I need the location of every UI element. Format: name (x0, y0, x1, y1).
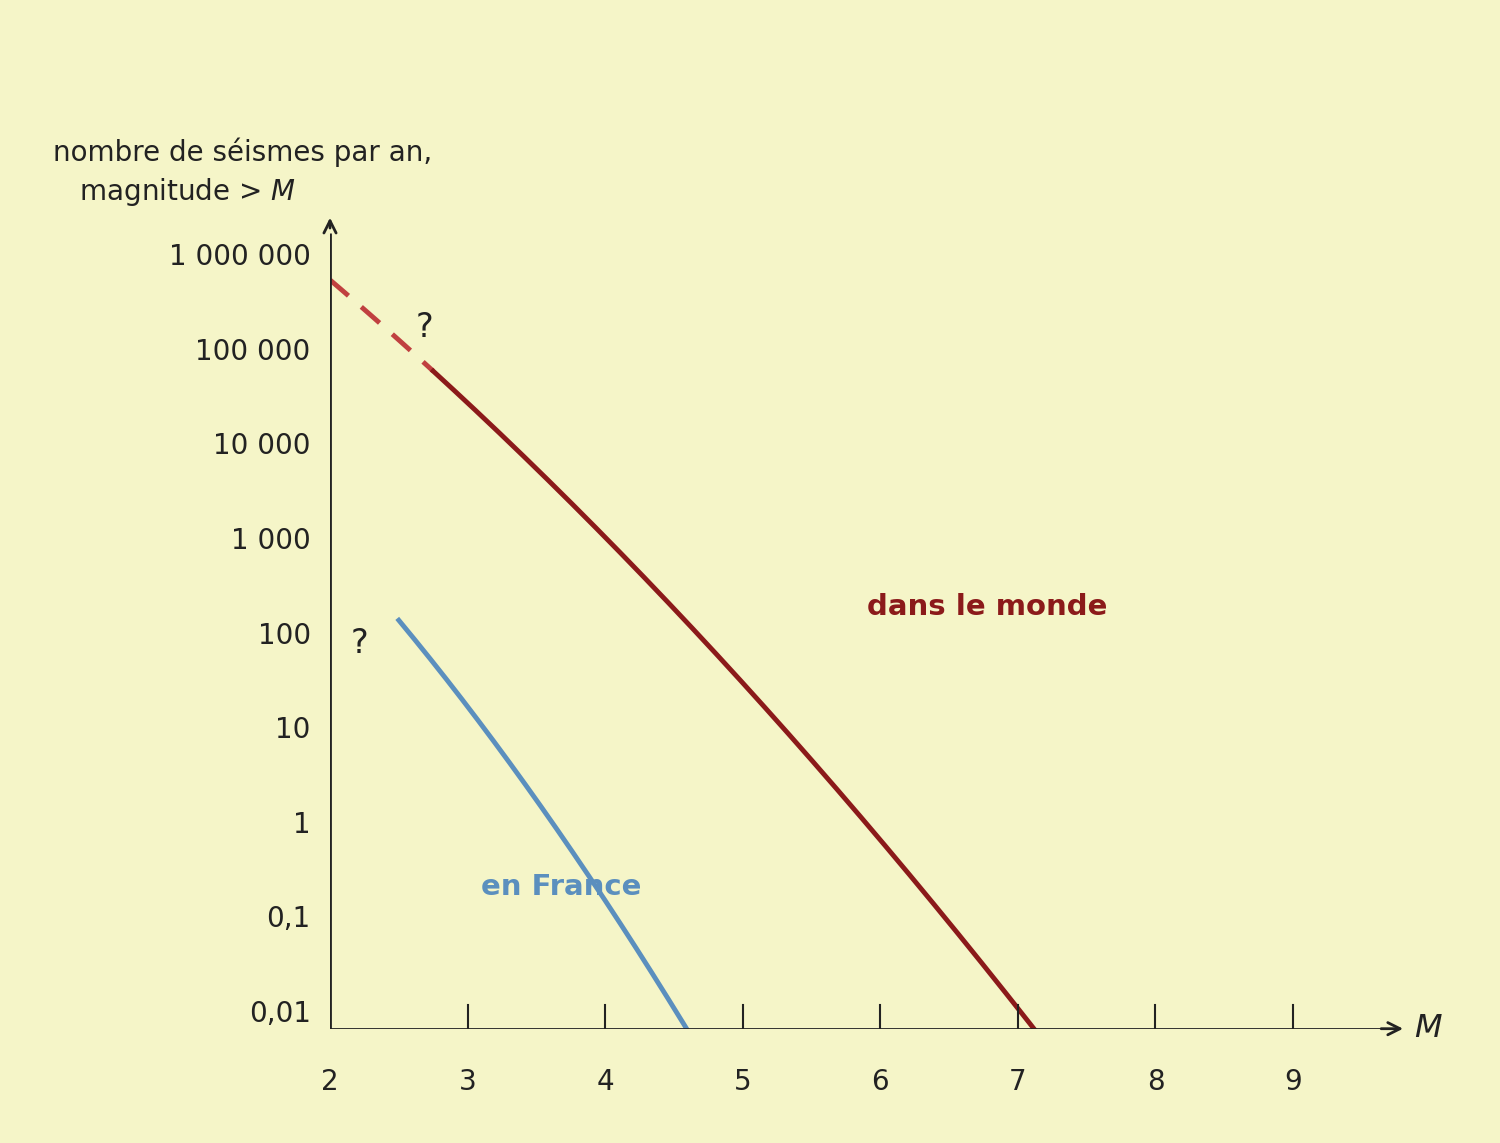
Text: 0,01: 0,01 (249, 1000, 310, 1028)
Text: dans le monde: dans le monde (867, 593, 1107, 621)
Text: en France: en France (482, 873, 642, 901)
Text: ?: ? (416, 311, 434, 344)
Text: nombre de séismes par an,
   magnitude > $\mathit{M}$: nombre de séismes par an, magnitude > $\… (53, 137, 432, 208)
Text: 5: 5 (734, 1069, 752, 1096)
Text: 9: 9 (1284, 1069, 1302, 1096)
Text: 2: 2 (321, 1069, 339, 1096)
Text: 1 000: 1 000 (231, 527, 310, 555)
Text: 6: 6 (871, 1069, 889, 1096)
Text: 1 000 000: 1 000 000 (170, 243, 310, 271)
Text: ?: ? (351, 626, 369, 660)
Text: 1: 1 (292, 810, 310, 839)
Text: 10 000: 10 000 (213, 432, 310, 461)
Text: 10: 10 (276, 717, 310, 744)
Text: 3: 3 (459, 1069, 477, 1096)
Text: 0,1: 0,1 (267, 905, 310, 934)
Text: 7: 7 (1010, 1069, 1026, 1096)
Text: 4: 4 (597, 1069, 613, 1096)
Text: 8: 8 (1146, 1069, 1164, 1096)
Text: 100: 100 (258, 622, 310, 649)
Text: 100 000: 100 000 (195, 338, 310, 366)
Text: $\mathit{M}$: $\mathit{M}$ (1414, 1013, 1443, 1045)
